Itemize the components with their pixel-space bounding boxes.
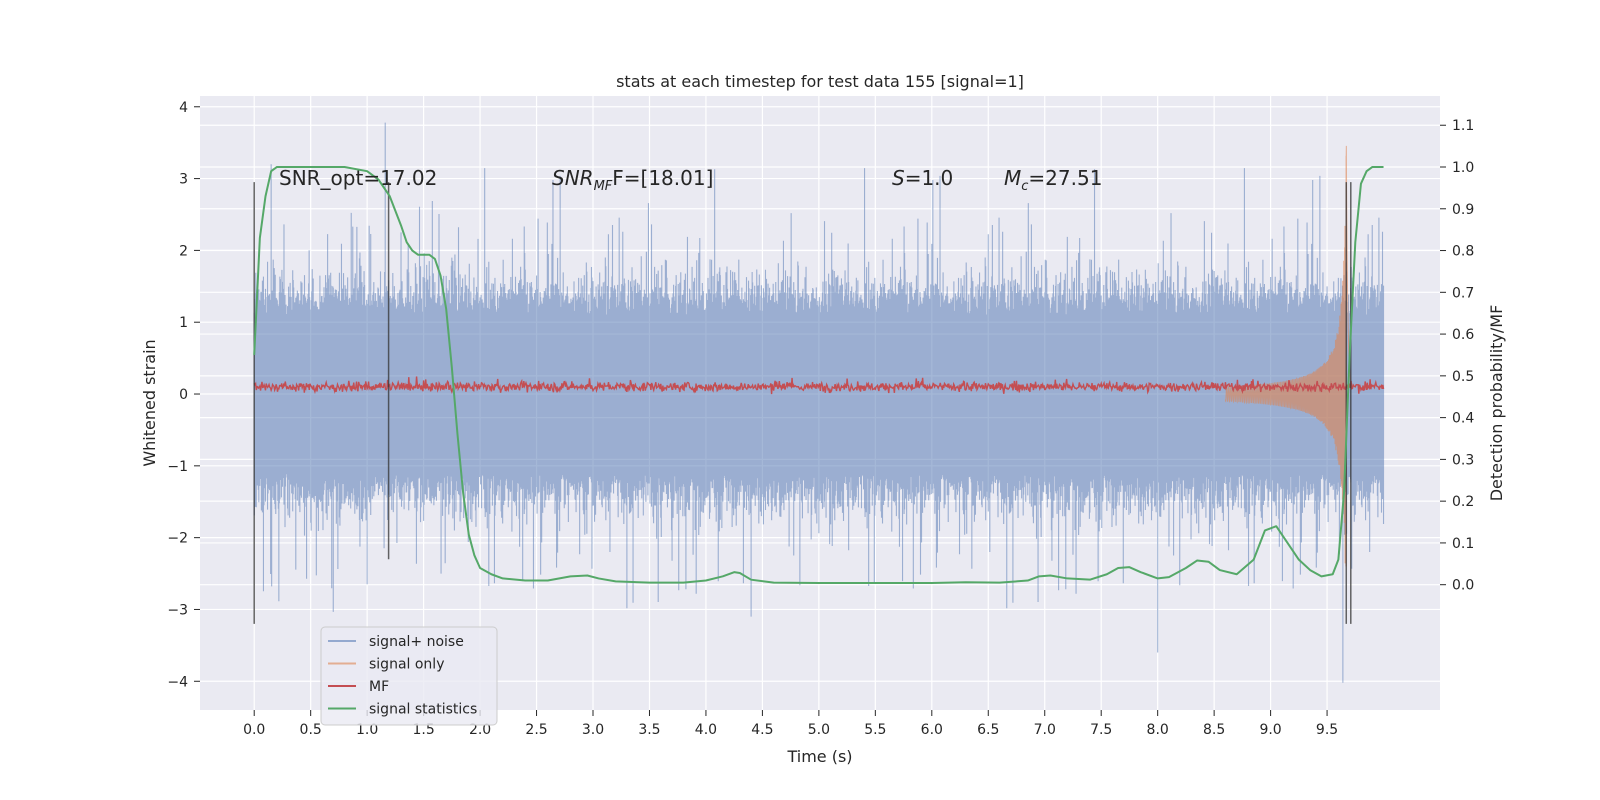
- y2-tick-label: 0.6: [1452, 327, 1474, 343]
- y-tick-label: 2: [179, 243, 188, 259]
- annotation-s-var: S: [892, 166, 905, 190]
- x-axis-label: Time (s): [786, 747, 852, 766]
- annotation-s-value: =1.0: [905, 166, 954, 190]
- legend-label: signal+ noise: [369, 634, 464, 650]
- y2-tick-label: 0.7: [1452, 285, 1474, 301]
- y-tick-label: −2: [167, 531, 188, 547]
- y2-tick-label: 1.0: [1452, 160, 1474, 176]
- annotation-snr-mf: SNRMFF=[18.01]: [552, 166, 713, 194]
- x-tick-label: 6.5: [977, 722, 999, 738]
- vertical-markers: [253, 182, 1352, 624]
- x-tick-label: 8.5: [1203, 722, 1225, 738]
- y2-tick-label: 0.3: [1452, 452, 1474, 468]
- x-tick-label: 7.0: [1034, 722, 1056, 738]
- legend-label: MF: [369, 679, 389, 695]
- x-tick-label: 5.5: [864, 722, 886, 738]
- x-tick-label: 7.5: [1090, 722, 1112, 738]
- annotation-mc-sub: c: [1021, 179, 1028, 194]
- annotations: SNR_opt=17.02 SNRMFF=[18.01] S=1.0 Mc=27…: [279, 166, 1102, 194]
- annotation-snr-mf-sub: MF: [594, 179, 613, 194]
- y-axis-right: 0.0 0.1 0.2 0.3 0.4 0.5 0.6 0.7 0.8 0.9 1.0 1.1: [1440, 118, 1474, 594]
- annotation-mc-var: M: [1004, 166, 1021, 190]
- annotation-snr-opt: SNR_opt=17.02: [279, 166, 437, 190]
- y2-tick-label: 0.1: [1452, 536, 1474, 552]
- y2-tick-label: 0.4: [1452, 411, 1474, 427]
- legend-label: signal only: [369, 657, 444, 673]
- x-tick-label: 9.0: [1259, 722, 1281, 738]
- y2-tick-label: 0.5: [1452, 369, 1474, 385]
- x-tick-label: 3.5: [638, 722, 660, 738]
- x-tick-label: 2.0: [469, 722, 491, 738]
- legend-label: signal statistics: [369, 702, 477, 718]
- x-tick-label: 1.5: [412, 722, 434, 738]
- y2-axis-label: Detection probability/MF: [1487, 305, 1506, 502]
- mf-series: [253, 376, 1385, 395]
- data-layer: [253, 122, 1385, 683]
- y-tick-label: −3: [167, 602, 188, 618]
- y2-tick-label: 0.0: [1452, 578, 1474, 594]
- y-axis-label: Whitened strain: [140, 339, 159, 466]
- legend: signal+ noise signal only MF signal statist…: [320, 626, 498, 726]
- y-tick-label: −1: [167, 459, 188, 475]
- annotation-mc: Mc=27.51: [1004, 166, 1102, 194]
- annotation-s: S=1.0: [892, 166, 953, 190]
- annotation-snr-mf-main: SNR: [552, 166, 594, 190]
- signal-statistics-layer: [253, 166, 1384, 585]
- y-tick-label: 3: [179, 172, 188, 188]
- x-tick-label: 5.0: [808, 722, 830, 738]
- x-axis: 0.0 0.5 1.0 1.5 2.0 2.5 3.0 3.5 4.0 4.5 5.0 5.5 6.0 6…: [243, 710, 1338, 738]
- legend-box: [320, 626, 498, 726]
- y2-tick-label: 0.2: [1452, 494, 1474, 510]
- y-tick-label: 4: [179, 100, 188, 116]
- y2-tick-label: 1.1: [1452, 118, 1474, 134]
- signal-only-series: [1224, 145, 1352, 567]
- x-tick-label: 9.5: [1316, 722, 1338, 738]
- x-tick-label: 1.0: [356, 722, 378, 738]
- signal-statistics-series: [253, 166, 1384, 585]
- x-tick-label: 8.0: [1147, 722, 1169, 738]
- x-tick-label: 3.0: [582, 722, 604, 738]
- y-axis-left: −4 −3 −2 −1 0 1 2 3 4: [167, 100, 200, 690]
- y2-tick-label: 0.9: [1452, 202, 1474, 218]
- y-tick-label: −4: [167, 674, 188, 690]
- x-tick-label: 2.5: [525, 722, 547, 738]
- y-tick-label: 1: [179, 315, 188, 331]
- x-tick-label: 0.5: [300, 722, 322, 738]
- y2-tick-label: 0.8: [1452, 244, 1474, 260]
- x-tick-label: 4.5: [751, 722, 773, 738]
- x-tick-label: 6.0: [921, 722, 943, 738]
- annotation-snr-mf-value: F=[18.01]: [612, 166, 713, 190]
- chart-title: stats at each timestep for test data 155…: [616, 72, 1024, 91]
- x-tick-label: 4.0: [695, 722, 717, 738]
- x-tick-label: 0.0: [243, 722, 265, 738]
- y-tick-label: 0: [179, 387, 188, 403]
- annotation-mc-value: =27.51: [1028, 166, 1102, 190]
